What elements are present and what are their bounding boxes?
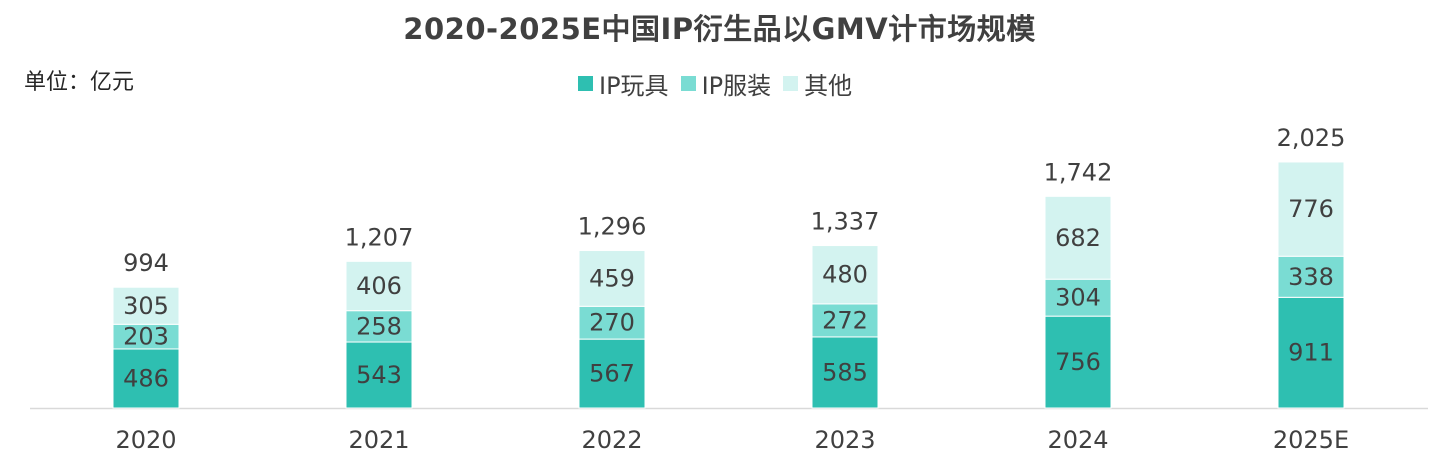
bar-segment-other-2023 — [811, 245, 879, 305]
legend-swatch-ip-toys — [578, 76, 593, 91]
data-label-ip-toys-2023: 585 — [822, 358, 868, 386]
x-tick-label-2020: 2020 — [115, 426, 176, 454]
data-label-ip-toys-2021: 543 — [356, 361, 402, 389]
legend-swatch-other — [783, 76, 799, 91]
x-tick-label-2023: 2023 — [814, 426, 875, 454]
data-label-ip-toys-2022: 567 — [589, 360, 635, 388]
legend-label-other: 其他 — [804, 72, 853, 100]
bar-segment-other-2025E — [1277, 161, 1345, 257]
chart-title: 2020-2025E中国IP衍生品以GMV计市场规模 — [403, 12, 1036, 46]
legend-label-ip-toys: IP玩具 — [599, 72, 669, 100]
data-label-ip-apparel-2021: 258 — [356, 312, 402, 340]
total-label-2023: 1,337 — [811, 208, 880, 236]
data-label-ip-toys-2025E: 911 — [1288, 339, 1334, 367]
bar-segment-ip-toys-2025E — [1277, 296, 1345, 409]
bar-segment-other-2020 — [112, 286, 180, 325]
total-label-2024: 1,742 — [1044, 158, 1113, 186]
bar-segment-ip-apparel-2020 — [112, 323, 180, 350]
legend: IP玩具 IP服装 其他 — [578, 66, 864, 101]
bar-segment-other-2021 — [345, 260, 413, 312]
data-label-other-2023: 480 — [822, 261, 868, 289]
data-label-ip-toys-2024: 756 — [1055, 348, 1101, 376]
bar-segment-ip-apparel-2025E — [1277, 255, 1345, 298]
bar-segment-ip-apparel-2021 — [345, 310, 413, 343]
data-label-other-2024: 682 — [1055, 224, 1101, 252]
bar-segment-other-2022 — [578, 250, 646, 307]
bar-segment-ip-toys-2020 — [112, 348, 180, 409]
x-tick-label-2024: 2024 — [1047, 426, 1108, 454]
data-label-other-2021: 406 — [356, 272, 402, 300]
data-label-ip-apparel-2025E: 338 — [1288, 263, 1334, 291]
bar-segment-ip-toys-2023 — [811, 336, 879, 409]
legend-label-ip-apparel: IP服装 — [701, 72, 772, 100]
bar-segment-ip-apparel-2024 — [1044, 278, 1112, 317]
x-tick-label-2021: 2021 — [348, 426, 409, 454]
total-label-2021: 1,207 — [345, 223, 414, 251]
data-label-ip-toys-2020: 486 — [123, 364, 169, 392]
data-label-other-2020: 305 — [123, 292, 169, 320]
x-tick-label-2025E: 2025E — [1273, 426, 1349, 454]
bar-segment-ip-apparel-2022 — [578, 305, 646, 340]
total-label-2020: 994 — [123, 249, 169, 277]
bar-segment-other-2024 — [1044, 195, 1112, 280]
x-tick-label-2022: 2022 — [581, 426, 642, 454]
data-label-other-2025E: 776 — [1288, 195, 1334, 223]
total-label-2025E: 2,025 — [1277, 124, 1346, 152]
legend-item-ip-apparel: IP服装 — [680, 66, 772, 101]
legend-swatch-ip-apparel — [680, 76, 696, 91]
legend-item-other: 其他 — [783, 66, 852, 101]
data-label-other-2022: 459 — [589, 264, 635, 292]
data-label-ip-apparel-2020: 203 — [123, 323, 169, 351]
total-label-2022: 1,296 — [578, 213, 647, 241]
legend-item-ip-toys: IP玩具 — [578, 66, 669, 101]
bar-segment-ip-toys-2022 — [578, 338, 646, 409]
unit-label: 单位：亿元 — [24, 70, 135, 95]
data-label-ip-apparel-2024: 304 — [1055, 284, 1101, 312]
data-label-ip-apparel-2022: 270 — [589, 309, 635, 337]
data-label-ip-apparel-2023: 272 — [822, 306, 868, 334]
